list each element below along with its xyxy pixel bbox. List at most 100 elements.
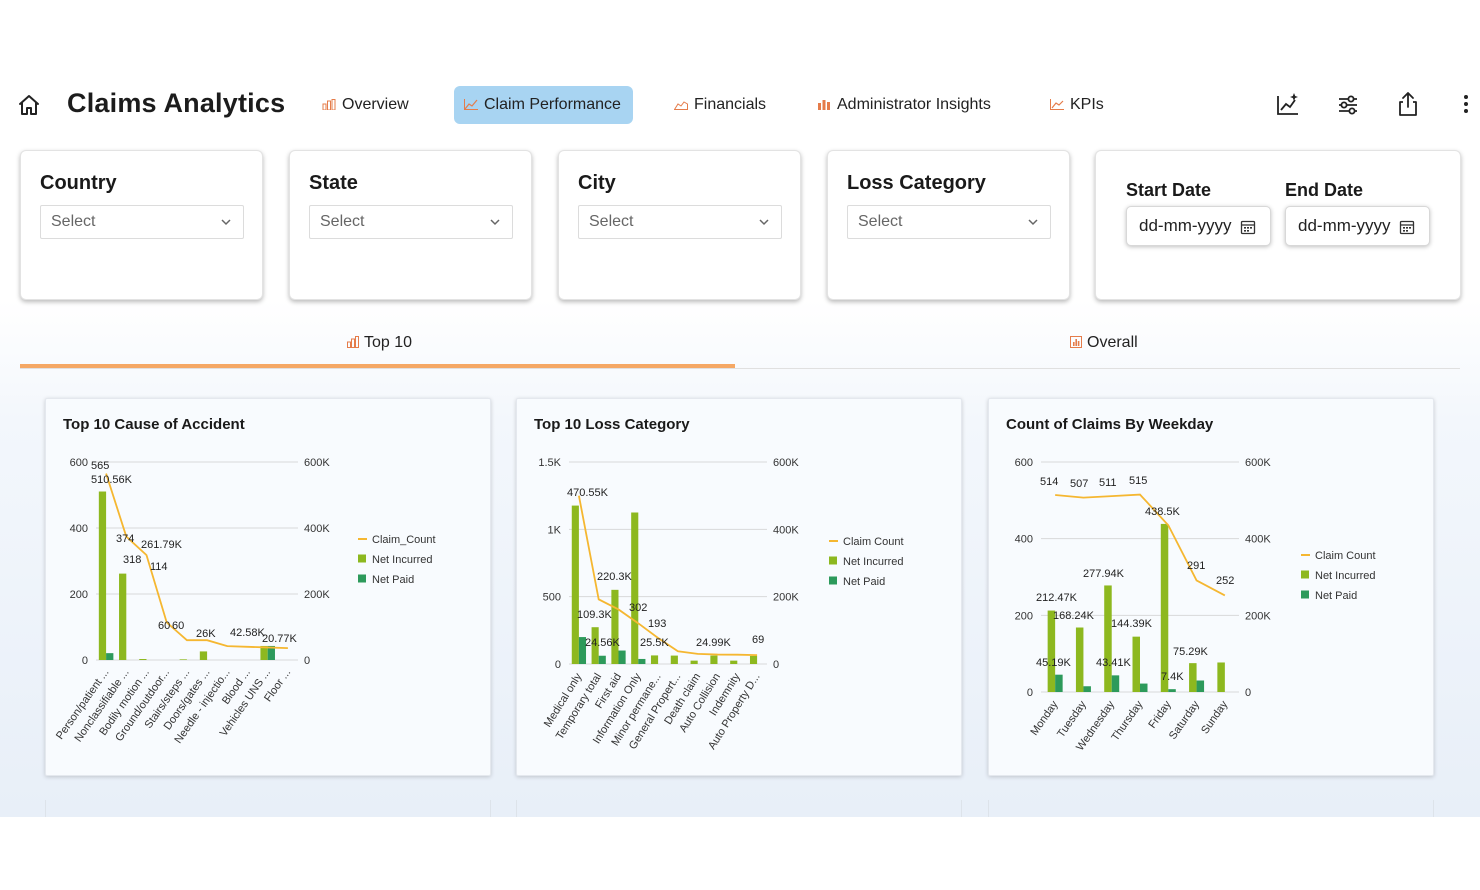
filter-settings-icon[interactable] (1334, 90, 1362, 118)
calendar-icon[interactable] (1240, 219, 1256, 235)
net-paid-bar (1196, 680, 1205, 692)
tab-kpis-label: KPIs (1070, 96, 1104, 113)
legend-label: Claim_Count (372, 534, 436, 546)
end-date-label: End Date (1285, 180, 1364, 200)
data-label: 261.79K (141, 539, 183, 551)
data-label: 212.47K (1036, 592, 1078, 604)
legend-swatch (829, 556, 837, 565)
net-incurred-bar (591, 627, 599, 664)
subtab-active-indicator (20, 364, 735, 368)
chart-card-loss-category: Top 10 Loss Category 0 500 1K 1.5K 0 200K 400K… (516, 398, 962, 776)
net-incurred-bar (260, 645, 268, 660)
data-label: 565 (91, 460, 109, 472)
start-date-input[interactable]: dd-mm-yyyy (1126, 206, 1271, 246)
subtab-overall-label: Overall (1087, 334, 1138, 351)
data-label: 291 (1187, 560, 1205, 572)
tab-financials[interactable]: Financials (664, 86, 776, 124)
start-date-label: Start Date (1126, 180, 1212, 200)
chevron-down-icon (759, 219, 769, 226)
legend-swatch (1301, 570, 1309, 579)
bar-chart-icon (818, 100, 830, 110)
city-filter-card: City Select (558, 150, 801, 300)
data-label: 7.4K (1161, 671, 1184, 683)
data-label: 510.56K (91, 474, 133, 486)
tab-administrator-insights[interactable]: Administrator Insights (807, 86, 1001, 124)
data-label: 45.19K (1036, 657, 1072, 669)
net-incurred-bar (730, 660, 738, 664)
y-right-tick-label: 200K (1245, 610, 1271, 622)
net-paid-bar (598, 655, 606, 664)
chart-box-icon (1070, 336, 1082, 348)
net-paid-bar (1055, 674, 1063, 692)
tab-overview[interactable]: Overview (312, 86, 419, 124)
city-select-value: Select (589, 213, 634, 230)
claim-count-line (105, 473, 288, 650)
state-filter-label: State (309, 172, 358, 194)
y-left-tick-label: 600 (70, 457, 88, 469)
tab-claim-performance[interactable]: Claim Performance (454, 86, 633, 124)
chevron-down-icon (221, 219, 231, 226)
net-incurred-bar (1189, 663, 1197, 692)
tab-administrator-insights-label: Administrator Insights (837, 96, 991, 113)
data-label: 438.5K (1145, 506, 1181, 518)
data-label: 144.39K (1111, 618, 1153, 630)
state-select[interactable]: Select (309, 205, 513, 239)
more-options-icon[interactable] (1452, 90, 1480, 118)
net-incurred-bar (670, 655, 678, 664)
data-label: 43.41K (1096, 657, 1132, 669)
loss-category-filter-label: Loss Category (847, 172, 986, 194)
data-label: 60 (172, 620, 184, 632)
home-icon[interactable] (16, 92, 42, 118)
legend-swatch (1301, 590, 1309, 599)
y-right-tick-label: 0 (304, 655, 310, 667)
chevron-down-icon (490, 219, 500, 226)
y-left-tick-label: 500 (543, 592, 561, 604)
data-label: 220.3K (597, 571, 633, 583)
legend-label: Net Incurred (1315, 570, 1376, 582)
data-label: 25.5K (640, 637, 669, 649)
subtab-divider (20, 368, 1460, 369)
tab-financials-label: Financials (694, 96, 767, 113)
data-label: 514 (1040, 476, 1058, 488)
add-chart-icon[interactable] (1274, 90, 1302, 118)
state-select-value: Select (320, 213, 365, 230)
calendar-icon[interactable] (1399, 219, 1415, 235)
data-label: 42.58K (230, 627, 266, 639)
chart-title: Count of Claims By Weekday (1006, 416, 1214, 433)
end-date-input[interactable]: dd-mm-yyyy (1285, 206, 1430, 246)
y-right-tick-label: 400K (304, 523, 330, 535)
line-chart-icon (464, 99, 478, 110)
y-right-tick-label: 600K (1245, 457, 1271, 469)
date-range-filter-card: Start Date End Date dd-mm-yyyy dd-mm-yyy… (1095, 150, 1461, 300)
loss-category-select[interactable]: Select (847, 205, 1051, 239)
y-left-tick-label: 400 (1015, 534, 1033, 546)
net-incurred-bar (611, 589, 619, 664)
data-label: 252 (1216, 575, 1234, 587)
subtab-top-10-label: Top 10 (364, 334, 413, 351)
claims-by-weekday-chart: 02004006000200K400K600KMondayTuesdayWedn… (1015, 457, 1376, 753)
subtab-overall[interactable]: Overall (1070, 334, 1138, 352)
data-label: 75.29K (1173, 646, 1209, 658)
claim-count-line (1055, 493, 1226, 597)
share-icon[interactable] (1394, 90, 1422, 118)
net-incurred-bar (179, 659, 187, 660)
country-select[interactable]: Select (40, 205, 244, 239)
y-right-tick-label: 600K (773, 457, 799, 469)
chevron-down-icon (1028, 219, 1038, 226)
net-paid-bar (106, 653, 114, 660)
city-select[interactable]: Select (578, 205, 782, 239)
tab-kpis[interactable]: KPIs (1040, 86, 1114, 124)
y-right-tick-label: 200K (773, 592, 799, 604)
y-right-tick-label: 600K (304, 457, 330, 469)
net-incurred-bar (1217, 662, 1225, 692)
net-incurred-bar (199, 651, 208, 660)
y-left-tick-label: 0 (555, 659, 561, 671)
bar-chart-icon (347, 336, 359, 348)
country-filter-label: Country (40, 172, 117, 194)
net-incurred-bar (631, 512, 639, 664)
subtab-top-10[interactable]: Top 10 (347, 334, 412, 352)
data-label: 302 (629, 602, 647, 614)
y-left-tick-label: 1K (548, 524, 562, 536)
start-date-value: dd-mm-yyyy (1139, 216, 1232, 235)
